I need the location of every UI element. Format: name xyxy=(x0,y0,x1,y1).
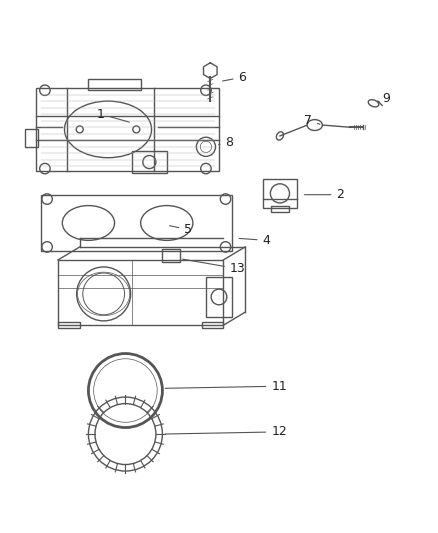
Bar xyxy=(58,322,80,328)
Bar xyxy=(41,195,232,251)
Text: 9: 9 xyxy=(379,92,390,106)
Text: 11: 11 xyxy=(165,379,287,393)
Text: 8: 8 xyxy=(219,136,233,149)
Bar xyxy=(271,206,289,212)
Text: 1: 1 xyxy=(97,108,129,122)
Text: 2: 2 xyxy=(304,188,344,201)
Bar xyxy=(206,277,232,317)
Bar xyxy=(88,79,141,90)
Bar xyxy=(262,180,297,208)
Text: 5: 5 xyxy=(170,223,192,236)
Bar xyxy=(36,88,219,171)
Text: 7: 7 xyxy=(304,114,320,127)
Text: 4: 4 xyxy=(239,234,270,247)
Bar xyxy=(162,249,180,262)
Text: 13: 13 xyxy=(183,259,246,275)
Bar xyxy=(58,260,223,325)
Text: 12: 12 xyxy=(165,425,287,438)
Bar xyxy=(201,322,223,328)
Text: 6: 6 xyxy=(223,71,247,84)
Bar xyxy=(25,130,39,147)
Bar xyxy=(132,151,167,173)
